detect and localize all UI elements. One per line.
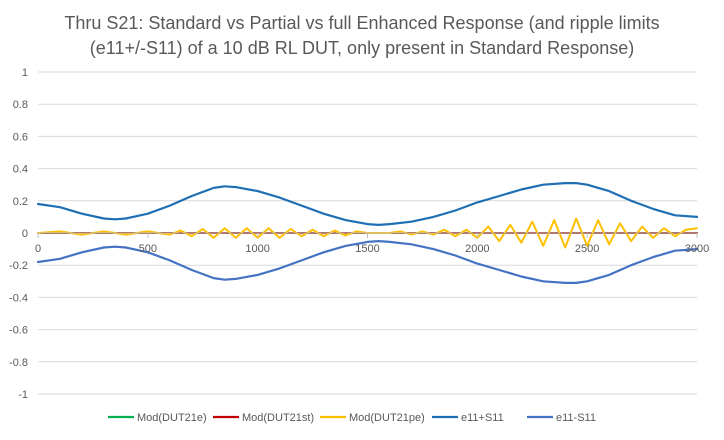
legend-item: Mod(DUT21st) — [213, 412, 314, 424]
y-axis-labels: 1 0.8 0.6 0.4 0.2 0 -0.2 -0.4 -0.6 -0.8 -1 — [9, 67, 28, 401]
legend-item: e11+S11 — [432, 412, 504, 424]
x-tick-label: 0 — [35, 243, 41, 255]
x-tick-label: 1500 — [355, 243, 379, 255]
y-tick-label: -0.2 — [9, 260, 28, 272]
x-tick-label: 2000 — [465, 243, 489, 255]
y-tick-label: 0.8 — [13, 99, 28, 111]
x-tick-label: 3000 — [685, 243, 709, 255]
chart-title-line-1: Thru S21: Standard vs Partial vs full En… — [64, 13, 659, 33]
series-line — [36, 182, 699, 226]
x-tick-label: 2500 — [575, 243, 599, 255]
legend-label: Mod(DUT21pe) — [349, 412, 425, 424]
y-tick-label: 0.2 — [13, 196, 28, 208]
x-tick-label: 500 — [139, 243, 157, 255]
series-line — [37, 217, 698, 249]
legend-label: Mod(DUT21e) — [137, 412, 207, 424]
y-tick-label: 0 — [22, 228, 28, 240]
legend-item: Mod(DUT21pe) — [320, 412, 425, 424]
y-tick-label: -0.4 — [9, 292, 28, 304]
legend-label: e11-S11 — [556, 412, 596, 424]
y-tick-label: -0.8 — [9, 357, 28, 369]
y-tick-label: 0.4 — [13, 164, 28, 176]
chart-title-line-2: (e11+/-S11) of a 10 dB RL DUT, only pres… — [90, 38, 634, 58]
y-tick-label: 0.6 — [13, 131, 28, 143]
y-tick-label: -1 — [18, 389, 28, 401]
legend-label: e11+S11 — [461, 412, 504, 424]
series-line — [36, 240, 699, 284]
x-axis: 0 500 1000 1500 2000 2500 3000 — [35, 232, 709, 255]
legend: Mod(DUT21e) Mod(DUT21st) Mod(DUT21pe) e11+S… — [108, 412, 596, 424]
x-tick-label: 1000 — [245, 243, 269, 255]
legend-item: Mod(DUT21e) — [108, 412, 207, 424]
legend-item: e11-S11 — [527, 412, 596, 424]
y-tick-label: -0.6 — [9, 325, 28, 337]
y-tick-label: 1 — [22, 67, 28, 79]
legend-label: Mod(DUT21st) — [242, 412, 314, 424]
